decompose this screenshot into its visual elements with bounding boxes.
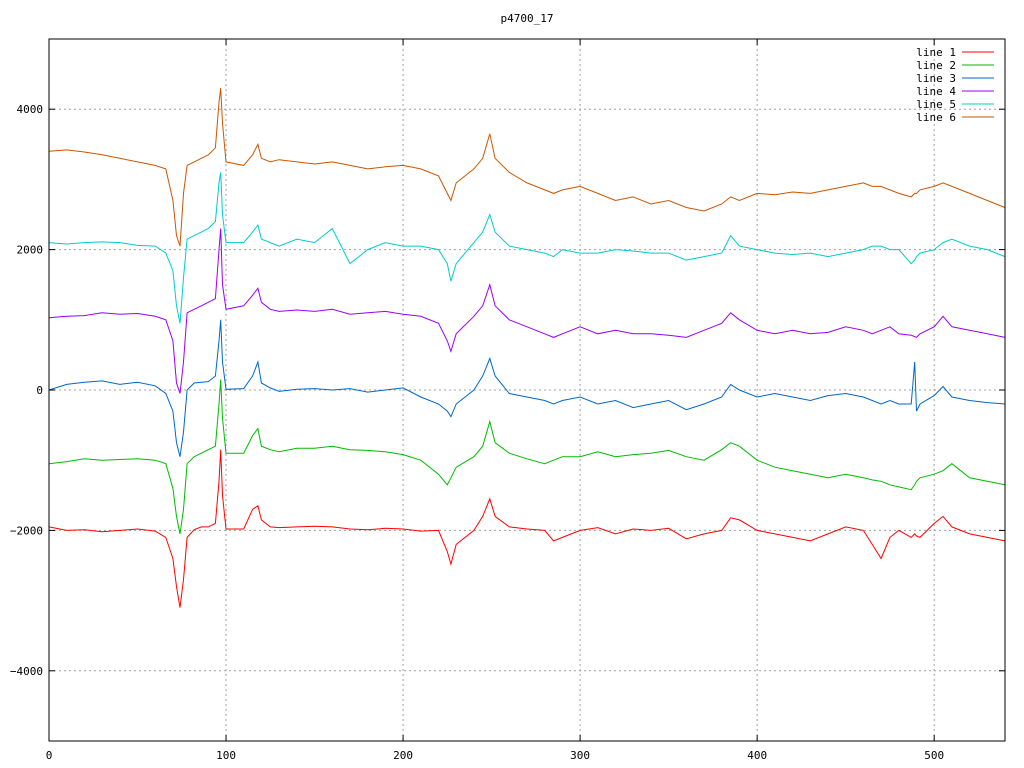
x-tick-label: 200 xyxy=(393,749,413,762)
series-line-1 xyxy=(48,449,1006,608)
legend-label: line 3 xyxy=(916,72,956,85)
y-tick-label: −4000 xyxy=(10,665,43,678)
series-line-6 xyxy=(48,88,1006,247)
series-lines xyxy=(48,88,1006,608)
legend-label: line 6 xyxy=(916,111,956,124)
x-tick-label: 500 xyxy=(924,749,944,762)
y-tick-label: 0 xyxy=(36,384,43,397)
series-line-4 xyxy=(48,228,1006,394)
y-tick-label: 4000 xyxy=(17,103,44,116)
series-line-2 xyxy=(48,379,1006,534)
x-tick-label: 300 xyxy=(570,749,590,762)
legend-label: line 5 xyxy=(916,98,956,111)
axis-ticks: 0 100 200 300 400 500 −4000 −2000 0 2000 4000 xyxy=(10,39,1005,762)
legend-label: line 1 xyxy=(916,46,956,59)
chart-title: p4700_17 xyxy=(501,12,554,25)
y-tick-label: 2000 xyxy=(17,244,44,257)
y-tick-label: −2000 xyxy=(10,524,43,537)
legend-label: line 2 xyxy=(916,59,956,72)
series-line-5 xyxy=(48,172,1006,324)
x-tick-label: 100 xyxy=(216,749,236,762)
series-line-3 xyxy=(48,319,1006,457)
legend-label: line 4 xyxy=(916,85,956,98)
plot-frame xyxy=(48,38,1006,742)
x-tick-label: 0 xyxy=(46,749,53,762)
x-tick-label: 400 xyxy=(747,749,767,762)
grid-lines xyxy=(49,39,1005,741)
